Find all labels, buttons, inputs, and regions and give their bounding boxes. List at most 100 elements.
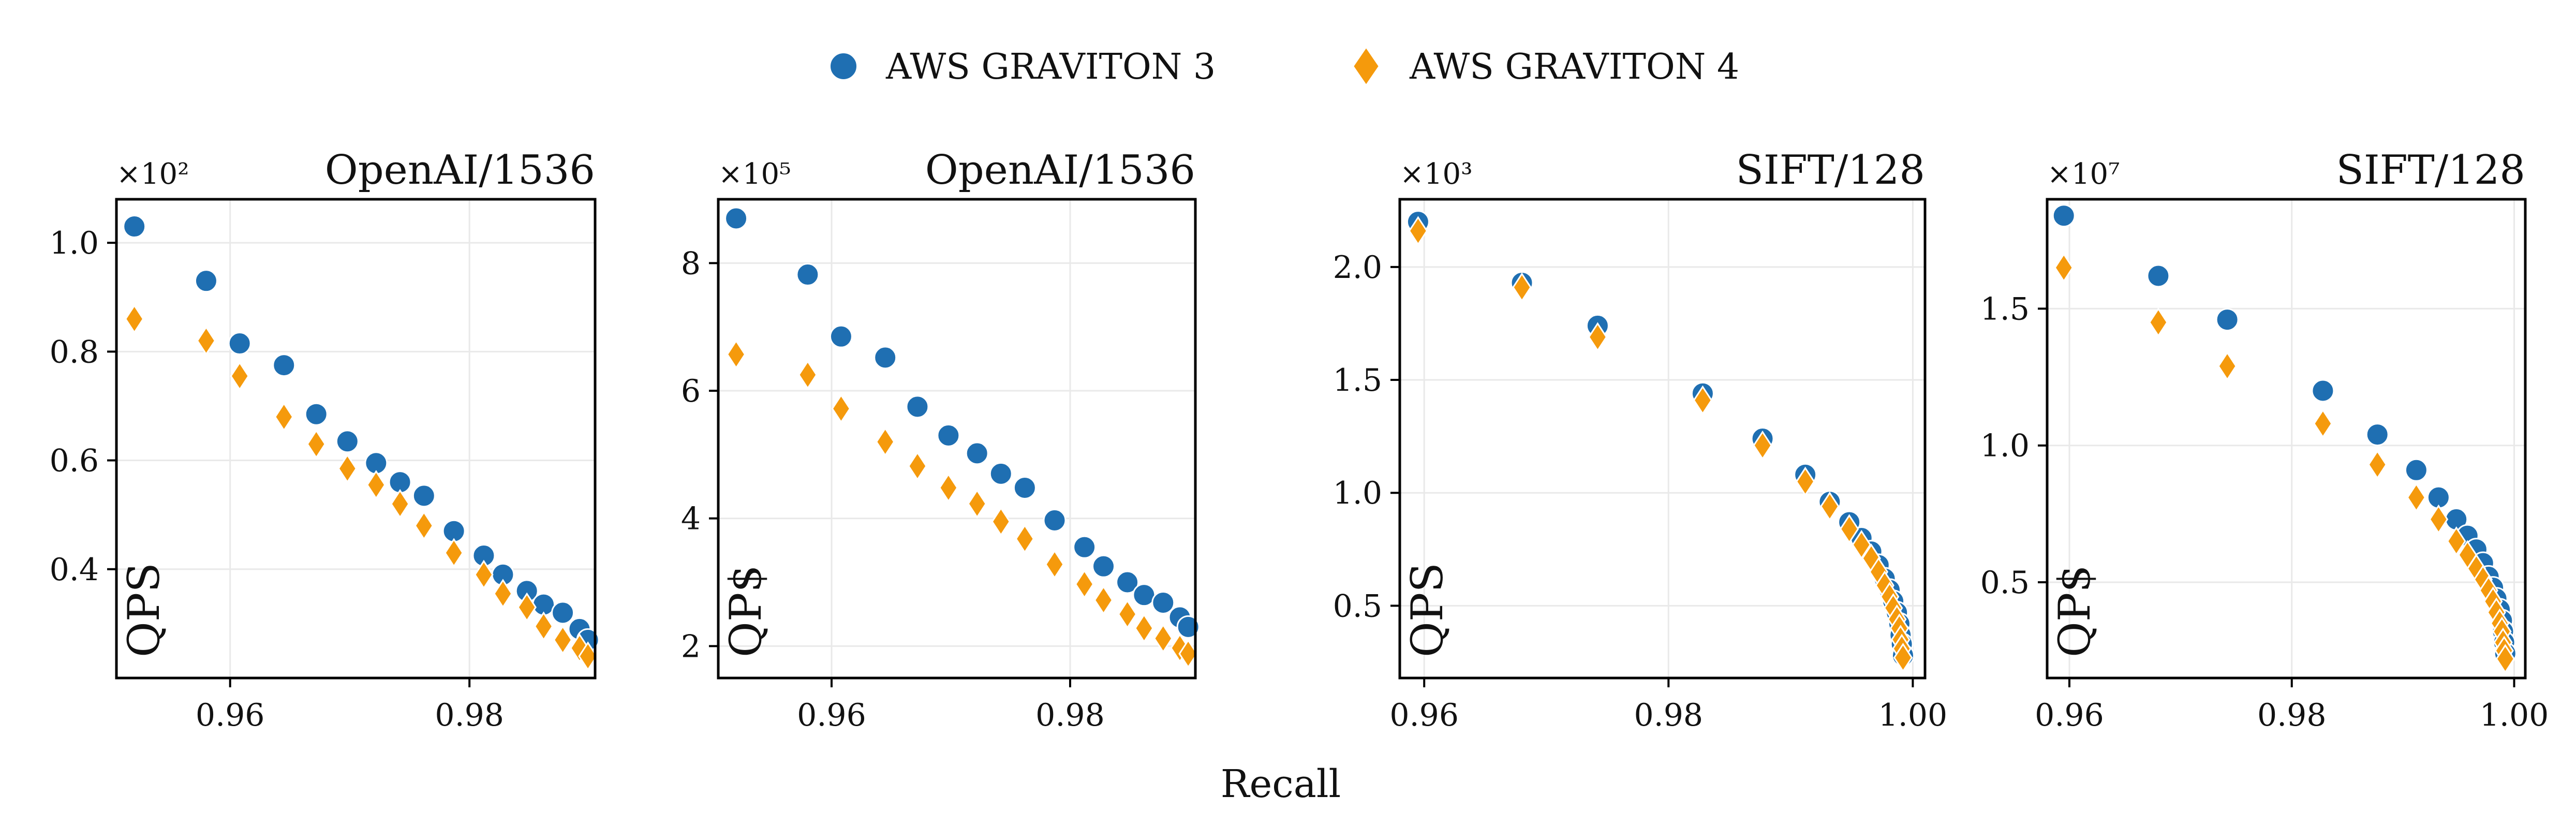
panel-title: OpenAI/1536: [925, 147, 1195, 194]
data-point-graviton-4: [570, 633, 589, 663]
data-point-graviton-4: [493, 579, 513, 609]
x-tick-label: 0.98: [1634, 697, 1704, 733]
data-point-graviton-4: [1588, 322, 1608, 352]
panels: 0.96 0.980.40.60.81.0OpenAI/1536×10²QPS0.…: [50, 147, 2549, 733]
y-tick-label: 2: [681, 628, 701, 665]
y-tick-label: 4: [681, 501, 701, 537]
data-point-graviton-3: [194, 269, 218, 293]
data-point-graviton-4: [534, 611, 554, 641]
x-tick-label: 0.98: [1035, 697, 1105, 733]
y-tick-label: 1.0: [1980, 428, 2030, 464]
x-tick-label: 0.98: [435, 697, 504, 733]
data-point-graviton-4: [1512, 272, 1532, 302]
legend-marker-circle: [828, 51, 858, 81]
data-point-graviton-4: [1074, 569, 1094, 599]
data-point-graviton-3: [272, 353, 296, 377]
y-tick-label: 0.5: [1333, 588, 1382, 624]
x-tick-label: 1.00: [1878, 697, 1948, 733]
axis-multiplier: ×10⁵: [718, 157, 791, 191]
data-point-graviton-3: [724, 207, 748, 230]
data-point-graviton-4: [390, 489, 410, 519]
metric-label: QPS: [119, 563, 169, 657]
data-point-graviton-3: [906, 395, 929, 419]
data-point-graviton-4: [726, 339, 746, 370]
x-tick-label: 0.98: [2257, 697, 2327, 733]
x-tick-label: 0.96: [1389, 697, 1459, 733]
data-point-graviton-4: [2217, 351, 2237, 381]
panel-3: 0.96 0.98 1.00 0.5 1.0 1.5 2.0 SIFT/128 ×10³ QPS: [1333, 147, 1948, 733]
data-point-graviton-4: [1820, 491, 1840, 522]
data-point-graviton-4: [1134, 613, 1154, 643]
data-point-graviton-3: [989, 462, 1013, 485]
y-tick-label: 8: [681, 245, 701, 282]
data-point-graviton-4: [306, 429, 326, 459]
metric-label: QP$: [2049, 565, 2100, 657]
data-point-graviton-3: [2146, 264, 2170, 288]
axis-multiplier: ×10²: [116, 157, 189, 191]
data-point-graviton-4: [939, 473, 958, 503]
data-point-graviton-4: [798, 360, 818, 390]
data-point-graviton-3: [228, 332, 251, 356]
data-point-graviton-3: [551, 601, 575, 625]
y-tick-label: 1.5: [1333, 362, 1382, 399]
data-point-graviton-3: [1092, 554, 1116, 578]
legend-item-graviton-3: AWS GRAVITON 3: [828, 47, 1216, 87]
y-tick-label: 0.8: [50, 334, 99, 370]
data-point-graviton-3: [2311, 379, 2335, 403]
data-point-graviton-4: [124, 304, 144, 334]
data-point-graviton-3: [2365, 423, 2389, 447]
data-point-graviton-4: [230, 361, 249, 391]
data-point-graviton-3: [1176, 615, 1200, 639]
data-point-graviton-4: [1153, 623, 1173, 654]
plot-frame: [1398, 198, 1927, 680]
data-point-graviton-3: [412, 484, 436, 508]
data-point-graviton-3: [1013, 476, 1037, 499]
data-point-graviton-4: [1117, 599, 1137, 629]
data-point-graviton-4: [2446, 526, 2466, 556]
data-point-graviton-4: [1839, 514, 1859, 544]
data-point-graviton-3: [1043, 508, 1067, 532]
panel-title: OpenAI/1536: [325, 147, 595, 194]
data-point-graviton-4: [2495, 644, 2515, 674]
data-point-graviton-4: [2313, 408, 2333, 439]
data-point-graviton-3: [1073, 535, 1097, 559]
axis-multiplier: ×10⁷: [2047, 157, 2120, 191]
data-point-graviton-3: [2404, 458, 2428, 482]
data-point-graviton-4: [2429, 504, 2449, 535]
x-tick-label: 0.96: [797, 697, 866, 733]
metric-label: QPS: [1402, 563, 1453, 657]
data-point-graviton-3: [965, 441, 989, 465]
data-point-graviton-4: [444, 538, 464, 568]
data-point-graviton-4: [1045, 549, 1064, 580]
data-point-graviton-4: [1093, 585, 1114, 615]
data-point-graviton-4: [1015, 524, 1035, 554]
legend-label-graviton-3: AWS GRAVITON 3: [885, 47, 1216, 87]
data-point-graviton-4: [578, 641, 598, 671]
data-point-graviton-4: [1893, 642, 1913, 673]
data-point-graviton-4: [1693, 385, 1713, 416]
metric-label: QP$: [720, 565, 771, 657]
data-point-graviton-4: [517, 592, 537, 623]
data-point-graviton-4: [2054, 253, 2074, 283]
data-point-graviton-4: [2406, 482, 2426, 512]
legend-label-graviton-4: AWS GRAVITON 4: [1409, 47, 1739, 87]
plot-frame: [717, 198, 1197, 680]
data-point-graviton-4: [967, 489, 987, 519]
legend: AWS GRAVITON 3 AWS GRAVITON 4: [828, 45, 1739, 88]
plot-frame: [115, 198, 597, 680]
panel-4: 0.96 0.98 1.00 0.5 1.0 1.5 SIFT/128 ×10⁷ QP$: [1980, 147, 2549, 733]
plot-frame: [2046, 198, 2527, 680]
y-tick-label: 0.6: [50, 443, 99, 479]
x-tick-label: 0.96: [2035, 697, 2104, 733]
panel-2: 0.96 0.98 2 4 6 8 OpenAI/1536 ×10⁵ QP$: [681, 147, 1200, 733]
data-point-graviton-4: [875, 426, 895, 457]
axis-multiplier: ×10³: [1400, 157, 1473, 191]
data-point-graviton-3: [304, 402, 328, 426]
data-point-graviton-4: [414, 510, 434, 541]
data-point-graviton-3: [1116, 570, 1139, 594]
y-tick-label: 1.5: [1980, 291, 2030, 327]
y-tick-label: 2.0: [1333, 249, 1382, 286]
y-tick-label: 6: [681, 373, 701, 409]
data-point-graviton-3: [123, 215, 146, 239]
